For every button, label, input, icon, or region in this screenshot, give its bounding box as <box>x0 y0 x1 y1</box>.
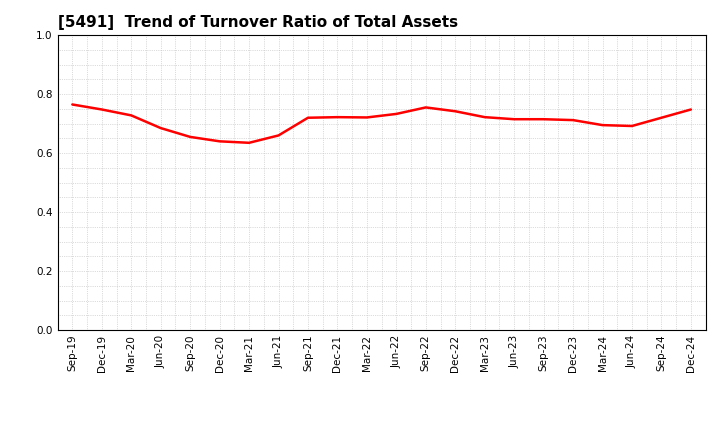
Text: [5491]  Trend of Turnover Ratio of Total Assets: [5491] Trend of Turnover Ratio of Total … <box>58 15 458 30</box>
